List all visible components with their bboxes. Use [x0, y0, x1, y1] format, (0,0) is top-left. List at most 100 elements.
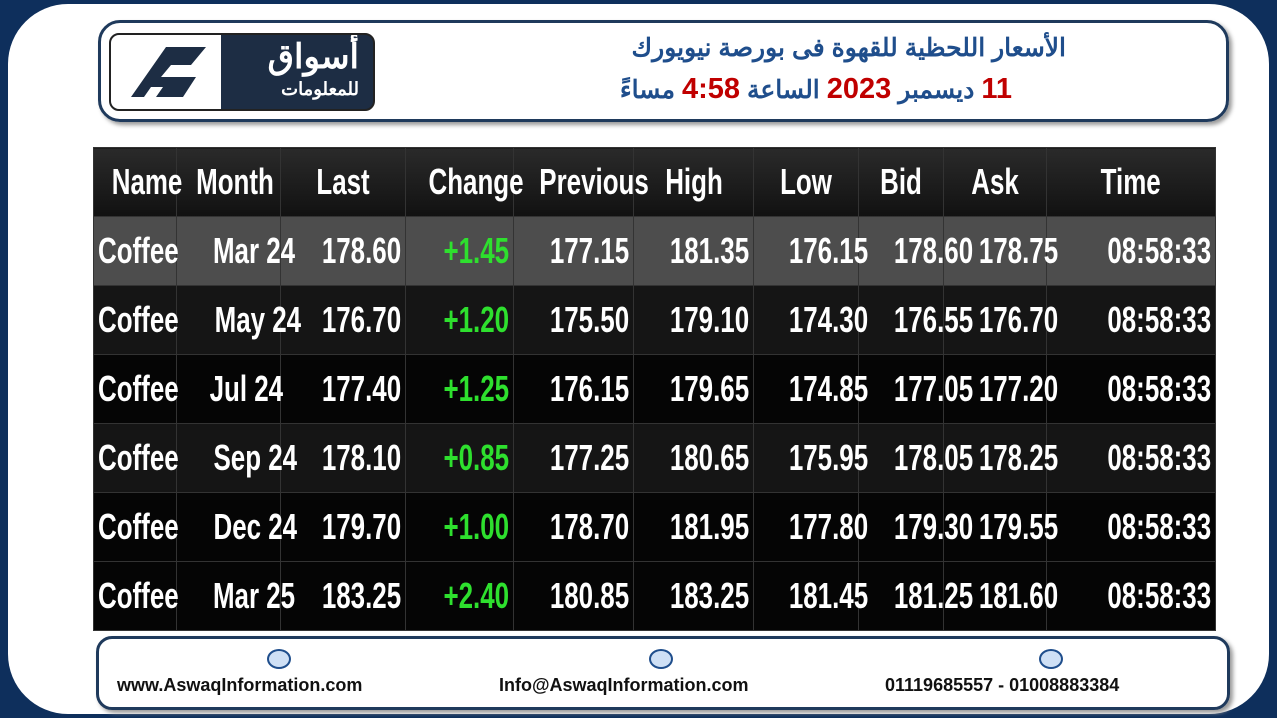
cell-text: 181.45	[788, 575, 869, 616]
table-cell: Coffee	[93, 216, 179, 286]
cell-text: 176.70	[978, 299, 1059, 340]
cell-text: Coffee	[98, 230, 179, 271]
table-cell: 176.55	[858, 285, 973, 355]
cell-text: 176.15	[549, 368, 629, 409]
cell-text: 178.60	[893, 230, 974, 271]
table-cell: 181.60	[943, 561, 1058, 631]
table-row: Coffee Sep 24 178.10 +0.85 177.25 180.65 175.9…	[93, 423, 1216, 493]
cell-text: 08:58:33	[1107, 506, 1211, 547]
cell-text: Coffee	[98, 299, 179, 340]
cell-text: +1.20	[443, 299, 509, 340]
column-header: Bid	[858, 147, 944, 217]
table-cell: 180.85	[513, 561, 634, 631]
card: أسواق للمعلومات الأسعار اللحظية للقهوة ف…	[8, 4, 1269, 714]
table-cell: 178.70	[513, 492, 634, 562]
cell-text: 176.70	[321, 299, 401, 340]
cell-text: 176.55	[893, 299, 974, 340]
cell-text: +2.40	[443, 575, 509, 616]
footer: www.AswaqInformation.com Info@AswaqInfor…	[96, 636, 1230, 710]
table-cell: 08:58:33	[1046, 216, 1216, 286]
table-cell: 179.65	[633, 354, 754, 424]
column-header-text: Previous	[539, 161, 649, 202]
table-row: Coffee May 24 176.70 +1.20 175.50 179.10 174.3…	[93, 285, 1216, 355]
cell-text: May 24	[214, 299, 302, 340]
web-icon	[267, 649, 291, 669]
cell-text: 181.35	[669, 230, 749, 271]
cell-text: 177.05	[893, 368, 974, 409]
cell-text: 08:58:33	[1107, 299, 1211, 340]
table-cell: 175.95	[753, 423, 868, 493]
table-cell: Mar 24	[176, 216, 295, 286]
column-header-text: High	[664, 161, 723, 202]
logo-mark	[111, 35, 221, 109]
cell-text: Coffee	[98, 368, 179, 409]
column-header-text: Change	[428, 161, 524, 202]
cell-text: 176.15	[788, 230, 869, 271]
cell-text: 08:58:33	[1107, 368, 1211, 409]
table-cell: 174.30	[753, 285, 868, 355]
table-cell: 178.10	[280, 423, 406, 493]
table-cell: 176.15	[753, 216, 868, 286]
table-cell: 177.25	[513, 423, 634, 493]
cell-text: 179.70	[321, 506, 401, 547]
cell-text: 183.25	[669, 575, 749, 616]
column-header-text: Month	[196, 161, 274, 202]
table-cell: May 24	[176, 285, 301, 355]
table-cell: 178.25	[943, 423, 1058, 493]
logo-subtitle: للمعلومات	[281, 79, 359, 99]
table-cell: +1.25	[405, 354, 514, 424]
table-cell: 183.25	[633, 561, 754, 631]
cell-text: +0.85	[443, 437, 509, 478]
cell-text: 177.15	[549, 230, 629, 271]
header: أسواق للمعلومات الأسعار اللحظية للقهوة ف…	[98, 20, 1229, 122]
cell-text: 177.20	[978, 368, 1059, 409]
table-cell: +2.40	[405, 561, 514, 631]
cell-text: 177.25	[549, 437, 629, 478]
table-cell: 181.95	[633, 492, 754, 562]
table-cell: 174.85	[753, 354, 868, 424]
column-header-text: Name	[111, 161, 183, 202]
date-part: 2023	[826, 73, 892, 105]
column-header: High	[633, 147, 754, 217]
table-cell: Dec 24	[176, 492, 297, 562]
cell-text: Coffee	[98, 506, 179, 547]
cell-text: 08:58:33	[1107, 437, 1211, 478]
table-cell: 177.40	[280, 354, 406, 424]
column-header: Low	[753, 147, 859, 217]
column-header: Name	[93, 147, 182, 217]
table-cell: 181.45	[753, 561, 868, 631]
column-header: Time	[1046, 147, 1216, 217]
table-cell: 181.25	[858, 561, 973, 631]
table-cell: Sep 24	[176, 423, 297, 493]
date-line: 11 ديسمبر 2023 الساعة 4:58 مساءً	[620, 73, 1012, 106]
cell-text: Dec 24	[213, 506, 298, 547]
cell-text: 177.40	[321, 368, 401, 409]
table-cell: 181.35	[633, 216, 754, 286]
logo: أسواق للمعلومات	[109, 33, 375, 111]
table-cell: +1.00	[405, 492, 514, 562]
table-cell: Mar 25	[176, 561, 295, 631]
table-cell: 179.30	[858, 492, 973, 562]
cell-text: 178.10	[321, 437, 401, 478]
table-cell: Coffee	[93, 285, 179, 355]
logo-title: أسواق	[267, 38, 359, 76]
table-cell: +1.20	[405, 285, 514, 355]
cell-text: Coffee	[98, 575, 179, 616]
cell-text: 08:58:33	[1107, 230, 1211, 271]
cell-text: Coffee	[98, 437, 179, 478]
cell-text: 08:58:33	[1107, 575, 1211, 616]
phones: 01119685557 - 01008883384	[885, 675, 1120, 695]
column-header: Change	[405, 147, 524, 217]
column-header-text: Low	[780, 161, 832, 202]
table-cell: Coffee	[93, 492, 179, 562]
cell-text: Sep 24	[213, 437, 298, 478]
cell-text: 180.65	[669, 437, 749, 478]
cell-text: 178.60	[321, 230, 401, 271]
table-cell: 177.20	[943, 354, 1058, 424]
table-cell: 178.75	[943, 216, 1058, 286]
date-part: ديسمبر	[898, 76, 975, 104]
table-cell: 175.50	[513, 285, 634, 355]
header-row: Name Month Last Change Previous High Low Bid Ask…	[93, 147, 1216, 217]
date-part: مساءً	[619, 76, 675, 104]
